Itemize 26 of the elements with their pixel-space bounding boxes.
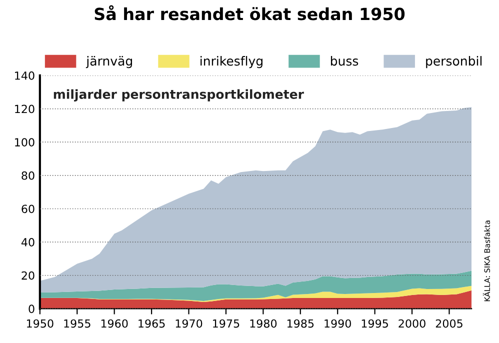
legend-label: buss — [330, 56, 358, 66]
y-tick-label: 80 — [22, 171, 34, 180]
x-tick-label: 1990 — [324, 319, 351, 328]
y-tick-label: 40 — [21, 238, 34, 246]
y-tick-label: 20 — [22, 271, 34, 280]
y-tick-label: 100 — [15, 138, 34, 146]
chart-title: Så har resandet ökat sedan 1950 — [94, 5, 405, 20]
x-tick-label: 1960 — [101, 319, 128, 328]
y-tick-label: 0 — [28, 304, 34, 314]
x-tick-label: 1955 — [64, 319, 90, 328]
x-tick-label: 2005 — [436, 319, 462, 328]
x-tick-label: 1995 — [362, 319, 388, 328]
y-tick-label: 60 — [22, 204, 34, 214]
y-tick-label: 140 — [15, 71, 34, 80]
legend-label: inrikesflyg — [200, 56, 262, 68]
x-tick-label: 1950 — [27, 319, 54, 328]
annotation: miljarder persontransportkilometer — [54, 89, 304, 102]
x-tick-label: 1985 — [287, 319, 314, 328]
y-tick-label: 120 — [15, 104, 34, 114]
x-tick-label: 1975 — [213, 319, 240, 328]
legend-label: järnväg — [86, 56, 132, 68]
x-tick-label: 1970 — [176, 319, 202, 328]
x-tick-label: 2000 — [398, 319, 426, 328]
x-tick-label: 1965 — [138, 319, 165, 328]
legend-label: personbil — [426, 56, 482, 68]
x-tick-label: 1980 — [250, 319, 277, 328]
